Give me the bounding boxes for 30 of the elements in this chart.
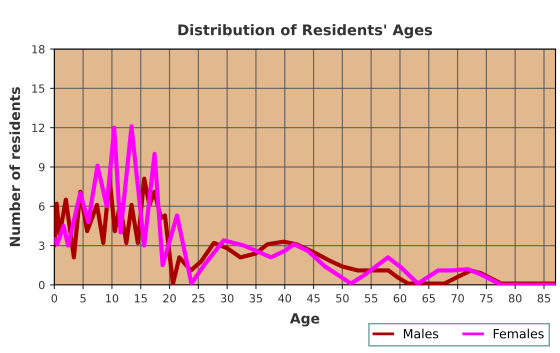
x-tick-label: 25 [192,294,204,302]
x-tick-label: 80 [508,294,522,302]
x-tick-label: 60 [394,294,406,302]
x-tick-label: 70 [451,294,464,302]
y-tick-label: 18 [32,45,45,54]
y-tick-label: 3 [39,242,44,250]
x-tick-label: 30 [220,294,234,302]
y-tick-label: 12 [32,124,44,132]
x-tick-label: 45 [307,294,320,302]
x-tick-label: 85 [538,294,550,302]
x-tick-label: 35 [250,294,262,302]
x-axis-title: Age [290,313,320,326]
x-tick-label: 65 [422,294,435,302]
x-tick-label: 0 [52,294,58,302]
legend-label: Males [404,328,438,338]
x-tick-label: 15 [134,294,147,302]
x-tick-label: 40 [278,294,292,302]
legend-label: Females [494,328,544,338]
x-tick-label: 20 [163,294,176,302]
y-tick-label: 15 [32,84,44,93]
chart-title: Distribution of Residents' Ages [178,24,432,38]
x-tick-label: 50 [336,294,349,302]
y-tick-label: 6 [39,202,45,211]
y-axis-title: Number of residents [9,87,20,246]
y-tick-label: 0 [38,280,45,290]
x-tick-label: 5 [80,294,86,302]
x-tick-label: 75 [480,294,492,302]
y-tick-label: 9 [38,162,45,172]
x-tick-label: 10 [106,294,118,302]
x-tick-label: 55 [364,294,378,302]
